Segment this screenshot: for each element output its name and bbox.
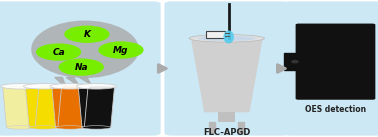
Ellipse shape: [50, 84, 90, 89]
Circle shape: [37, 44, 81, 60]
Polygon shape: [52, 86, 88, 127]
FancyBboxPatch shape: [164, 1, 289, 136]
Polygon shape: [78, 86, 115, 127]
FancyBboxPatch shape: [206, 31, 225, 38]
Ellipse shape: [76, 84, 116, 89]
Polygon shape: [238, 122, 244, 133]
Polygon shape: [191, 38, 263, 112]
Circle shape: [59, 59, 103, 75]
Text: OES detection: OES detection: [305, 105, 366, 115]
Polygon shape: [3, 86, 39, 127]
Text: Na: Na: [74, 63, 88, 72]
Polygon shape: [25, 86, 62, 127]
Polygon shape: [66, 77, 79, 86]
FancyBboxPatch shape: [0, 1, 161, 136]
Text: K: K: [84, 30, 90, 39]
Ellipse shape: [31, 21, 139, 78]
Ellipse shape: [23, 84, 64, 89]
Ellipse shape: [6, 126, 35, 129]
Polygon shape: [209, 122, 215, 133]
Circle shape: [292, 61, 298, 63]
Ellipse shape: [29, 126, 58, 129]
Ellipse shape: [82, 126, 111, 129]
Ellipse shape: [1, 84, 41, 89]
Polygon shape: [218, 112, 235, 122]
Ellipse shape: [56, 126, 84, 129]
FancyBboxPatch shape: [296, 24, 375, 100]
FancyBboxPatch shape: [284, 1, 378, 136]
Text: FLC-APGD: FLC-APGD: [203, 128, 251, 137]
Text: Mg: Mg: [113, 45, 129, 55]
Ellipse shape: [198, 36, 256, 41]
Circle shape: [99, 42, 143, 58]
Polygon shape: [55, 77, 66, 88]
Circle shape: [65, 26, 109, 42]
Text: Ca: Ca: [52, 48, 65, 57]
Ellipse shape: [189, 35, 265, 42]
Ellipse shape: [223, 31, 234, 44]
Polygon shape: [284, 53, 299, 70]
Polygon shape: [79, 77, 91, 84]
